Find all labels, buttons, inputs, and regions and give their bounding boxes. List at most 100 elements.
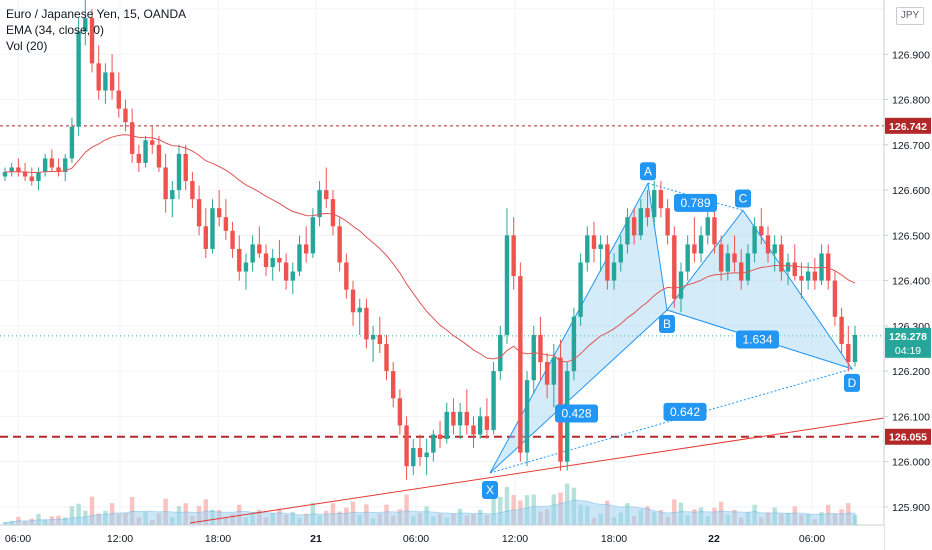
point-d-label: D	[844, 373, 860, 392]
candle-body	[230, 230, 235, 249]
candle-body	[705, 217, 710, 236]
price-tick-label: 126.700	[892, 140, 930, 152]
time-tick-label: 06:00	[403, 533, 429, 545]
candle-body	[29, 176, 34, 182]
candle-body	[370, 334, 376, 340]
candle-body	[257, 244, 262, 254]
candle	[705, 208, 710, 245]
candle-body	[658, 190, 664, 209]
price-tick-label: 126.500	[892, 230, 930, 242]
candle	[337, 217, 342, 272]
candle	[310, 208, 316, 258]
candle	[725, 244, 731, 281]
candle-body	[692, 244, 697, 254]
candle	[330, 190, 336, 236]
candle-body	[136, 153, 142, 163]
candle	[524, 371, 530, 467]
candle-body	[652, 190, 657, 218]
candle	[839, 307, 844, 354]
candle-body	[645, 208, 650, 218]
candle-body	[772, 244, 777, 254]
candle-body	[718, 244, 724, 272]
candle	[324, 167, 329, 209]
candle-body	[203, 226, 208, 249]
candle-body	[397, 398, 403, 426]
candle-body	[431, 434, 436, 453]
volume-bar	[504, 486, 510, 525]
candle	[303, 226, 309, 263]
candle	[504, 208, 510, 344]
price-tick-label: 125.900	[892, 502, 930, 514]
candle	[377, 316, 383, 354]
candle	[69, 117, 75, 163]
candlesticks	[2, 0, 858, 480]
ratio-xb-label-text: 0.428	[561, 406, 591, 420]
candle	[190, 171, 195, 209]
candle	[9, 162, 14, 177]
candle	[96, 45, 101, 100]
candle	[42, 153, 48, 177]
ratio-ac-label-box	[674, 193, 717, 212]
currency-button[interactable]: JPY	[896, 7, 924, 25]
candle-body	[752, 226, 757, 254]
candle-body	[263, 253, 269, 268]
candle	[243, 253, 249, 290]
candle	[477, 407, 483, 440]
volume-indicator-label[interactable]: Vol (20)	[6, 39, 48, 53]
candle-body	[170, 190, 175, 200]
candle-body	[611, 262, 617, 281]
candle	[698, 226, 704, 263]
point-a-label: A	[640, 162, 656, 181]
candle	[109, 54, 115, 100]
candle	[759, 208, 764, 245]
candle-body	[9, 167, 14, 172]
candle-body	[411, 448, 416, 467]
candle-body	[270, 257, 275, 268]
last-price-label: 126.278	[889, 331, 927, 343]
candle	[116, 72, 121, 118]
candle	[290, 262, 295, 295]
candle	[618, 235, 623, 272]
candle-body	[390, 371, 396, 399]
level-marker-label: 126.742	[889, 121, 927, 133]
volume-bar	[89, 496, 95, 525]
candle-body	[303, 244, 309, 254]
candle	[752, 217, 757, 263]
point-x-label-text: X	[486, 483, 494, 497]
time-tick-label: 06:00	[799, 533, 825, 545]
candle-body	[685, 244, 690, 272]
candle	[518, 262, 523, 462]
candle	[150, 126, 155, 154]
candle	[498, 325, 503, 381]
candle	[437, 420, 443, 449]
candle-body	[156, 144, 162, 168]
candle-body	[417, 448, 423, 458]
candle	[846, 325, 851, 372]
candle	[832, 271, 838, 326]
candle-body	[625, 217, 630, 245]
candle-body	[725, 253, 731, 272]
ratio-bd-label: 1.634	[736, 330, 779, 349]
candle	[223, 199, 229, 240]
candle	[317, 181, 322, 227]
candle	[183, 144, 188, 191]
candle-body	[812, 271, 818, 281]
candle	[779, 235, 784, 281]
ema-indicator-label[interactable]: EMA (34, close, 0)	[6, 23, 105, 37]
candle-body	[297, 244, 302, 272]
candle	[718, 235, 724, 281]
candle	[551, 343, 557, 408]
candle-body	[76, 31, 81, 127]
candle	[170, 181, 175, 218]
candle	[216, 190, 222, 227]
price-tick-label: 126.200	[892, 366, 930, 378]
symbol-title[interactable]: Euro / Japanese Yen, 15, OANDA	[6, 7, 187, 21]
candle	[49, 149, 55, 172]
candle-body	[491, 371, 496, 430]
point-c-label: C	[735, 189, 751, 208]
candle-body	[129, 122, 135, 154]
candle-body	[103, 72, 108, 91]
price-axis-bg	[884, 0, 932, 550]
